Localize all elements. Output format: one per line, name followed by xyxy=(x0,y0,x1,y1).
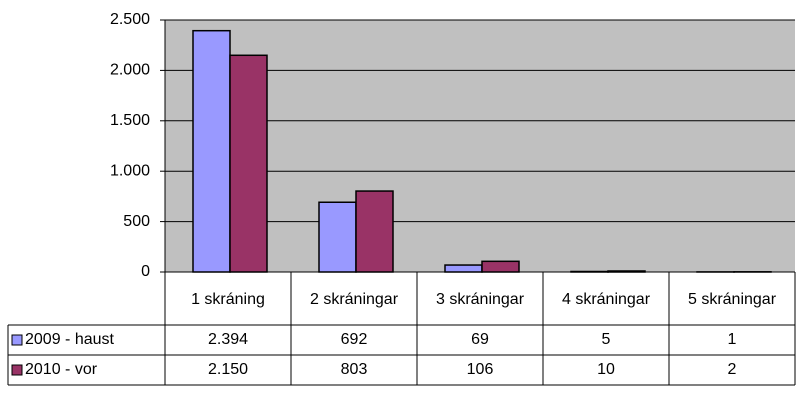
x-tick-label: 1 skráning xyxy=(191,291,265,308)
table-value: 2.394 xyxy=(208,331,248,348)
x-tick-label: 2 skráningar xyxy=(310,291,399,308)
bar xyxy=(481,260,520,273)
bar xyxy=(192,29,231,273)
plot-area xyxy=(165,20,795,272)
table-value: 69 xyxy=(471,331,489,348)
y-tick-label: 1.000 xyxy=(110,162,150,179)
bar xyxy=(607,270,646,273)
table-value: 1 xyxy=(728,331,737,348)
x-tick-label: 5 skráningar xyxy=(688,291,777,308)
legend-label: 2009 - haust xyxy=(25,331,115,348)
x-tick-label: 4 skráningar xyxy=(562,291,651,308)
bar xyxy=(570,270,609,273)
y-tick-label: 1.500 xyxy=(110,112,150,129)
table-value: 10 xyxy=(597,361,615,378)
legend-swatch xyxy=(11,334,23,346)
y-tick-label: 500 xyxy=(123,213,150,230)
bar xyxy=(318,201,357,273)
x-tick-label: 3 skráningar xyxy=(436,291,525,308)
y-tick-label: 2.000 xyxy=(110,62,150,79)
bar xyxy=(229,54,268,273)
bar xyxy=(444,264,483,273)
table-value: 2 xyxy=(728,361,737,378)
y-tick-label: 0 xyxy=(141,263,150,280)
legend-swatch xyxy=(11,364,23,376)
bar xyxy=(355,190,394,273)
table-value: 106 xyxy=(467,361,494,378)
table-value: 803 xyxy=(341,361,368,378)
y-tick-label: 2.500 xyxy=(110,11,150,28)
table-value: 2.150 xyxy=(208,361,248,378)
table-value: 692 xyxy=(341,331,368,348)
table-value: 5 xyxy=(602,331,611,348)
legend-label: 2010 - vor xyxy=(25,361,98,378)
